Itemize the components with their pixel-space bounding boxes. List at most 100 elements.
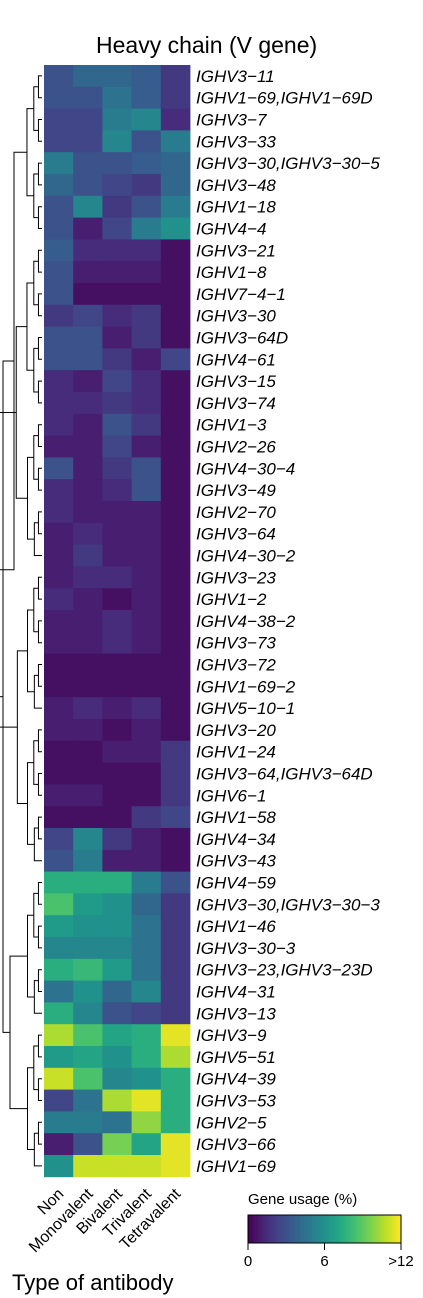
heatmap-cell	[73, 283, 103, 306]
heatmap-cell	[131, 653, 162, 676]
dendrogram-branch	[37, 293, 42, 317]
heatmap-cell	[131, 217, 162, 240]
heatmap-cell	[44, 1133, 74, 1156]
dendrogram-branch	[9, 955, 28, 1110]
row-label: IGHV3−64,IGHV3−64D	[196, 765, 373, 784]
heatmap-cell	[44, 871, 74, 894]
row-label: IGHV4−4	[196, 220, 266, 239]
dendrogram-branch	[37, 162, 42, 186]
dendrogram-branch	[37, 75, 42, 99]
heatmap-cell	[160, 610, 191, 633]
heatmap-cell	[102, 65, 132, 88]
row-label: IGHV3−33	[196, 132, 276, 151]
heatmap-cell	[131, 413, 162, 436]
dendrogram-branch	[37, 729, 42, 753]
heatmap-cell	[73, 86, 103, 109]
heatmap-cell	[44, 1089, 74, 1112]
heatmap-cell	[102, 130, 132, 153]
heatmap-cell	[160, 784, 191, 807]
dendrogram-branch	[33, 260, 39, 306]
heatmap-cell	[102, 239, 132, 262]
heatmap-cell	[73, 522, 103, 545]
heatmap-cell	[73, 392, 103, 415]
heatmap-cell	[44, 1046, 74, 1069]
heatmap-cell	[44, 1024, 74, 1047]
dendrogram-branch	[37, 620, 42, 644]
heatmap-cell	[44, 413, 74, 436]
heatmap-cell	[102, 806, 132, 829]
heatmap-cell	[44, 195, 74, 218]
heatmap-cell	[102, 1046, 132, 1069]
row-label: IGHV6−1	[196, 786, 266, 805]
heatmap-cell	[131, 1046, 162, 1069]
heatmap-cell	[44, 893, 74, 916]
heatmap-cell	[102, 86, 132, 109]
dendrogram-branch	[27, 609, 35, 693]
heatmap-cell	[131, 435, 162, 458]
dendrogram-branch	[37, 664, 42, 687]
heatmap-cell	[73, 828, 103, 851]
heatmap-cell	[73, 697, 103, 720]
row-label: IGHV4−30−2	[196, 547, 296, 566]
heatmap-cell	[102, 348, 132, 371]
heatmap-cell	[160, 828, 191, 851]
heatmap-cell	[131, 501, 162, 524]
dendrogram-branch	[33, 435, 39, 480]
heatmap-cell	[44, 1155, 74, 1178]
heatmap-cell	[102, 1111, 132, 1134]
dendrogram-branch	[33, 1045, 39, 1091]
heatmap-cell	[160, 740, 191, 763]
heatmap-cell	[160, 762, 191, 785]
row-label: IGHV4−39	[196, 1070, 276, 1089]
heatmap-cell	[44, 457, 74, 480]
heatmap-cell	[131, 370, 162, 393]
row-label: IGHV3−21	[196, 241, 276, 260]
dendrogram-branch	[33, 587, 39, 633]
heatmap-cell	[73, 675, 103, 698]
row-label: IGHV3−64	[196, 525, 276, 544]
heatmap-cell	[73, 740, 103, 763]
dendrogram-branch	[15, 326, 28, 499]
heatmap-cell	[44, 152, 74, 175]
heatmap-cell	[102, 174, 132, 197]
heatmap-cell	[73, 152, 103, 175]
row-label: IGHV3−7	[196, 111, 267, 130]
colorbar-gradient	[247, 1214, 402, 1244]
heatmap-cell	[73, 871, 103, 894]
row-label: IGHV1−46	[196, 917, 276, 936]
heatmap-cell	[44, 1067, 74, 1090]
heatmap-cell	[44, 828, 74, 851]
heatmap-cell	[102, 871, 132, 894]
heatmap-cell	[102, 719, 132, 742]
heatmap-cell	[131, 849, 162, 872]
heatmap-cell	[44, 849, 74, 872]
heatmap-cell	[102, 152, 132, 175]
dendrogram-branch	[37, 773, 42, 796]
heatmap-cells	[44, 65, 191, 1178]
heatmap-cell	[131, 1133, 162, 1156]
heatmap-cell	[160, 915, 191, 938]
heatmap-cell	[73, 1024, 103, 1047]
heatmap-cell	[102, 784, 132, 807]
colorbar-tick-label: >12	[388, 1253, 413, 1270]
heatmap-cell	[102, 195, 132, 218]
dendrogram-branch	[33, 347, 39, 393]
dendrogram-branch	[33, 522, 42, 556]
heatmap-cell	[160, 392, 191, 415]
heatmap-cell	[44, 653, 74, 676]
row-label: IGHV3−23,IGHV3−23D	[196, 961, 373, 980]
heatmap-cell	[102, 566, 132, 589]
heatmap-cell	[73, 457, 103, 480]
row-label: IGHV4−31	[196, 983, 276, 1002]
heatmap-cell	[102, 413, 132, 436]
heatmap-cell	[44, 544, 74, 567]
heatmap-cell	[102, 588, 132, 611]
dendrogram-branch	[37, 380, 42, 404]
row-label: IGHV4−59	[196, 874, 276, 893]
heatmap-cell	[102, 762, 132, 785]
heatmap-cell	[102, 435, 132, 458]
heatmap-cell	[160, 108, 191, 131]
heatmap-cell	[44, 1111, 74, 1134]
heatmap-cell	[73, 195, 103, 218]
heatmap-cell	[73, 631, 103, 654]
